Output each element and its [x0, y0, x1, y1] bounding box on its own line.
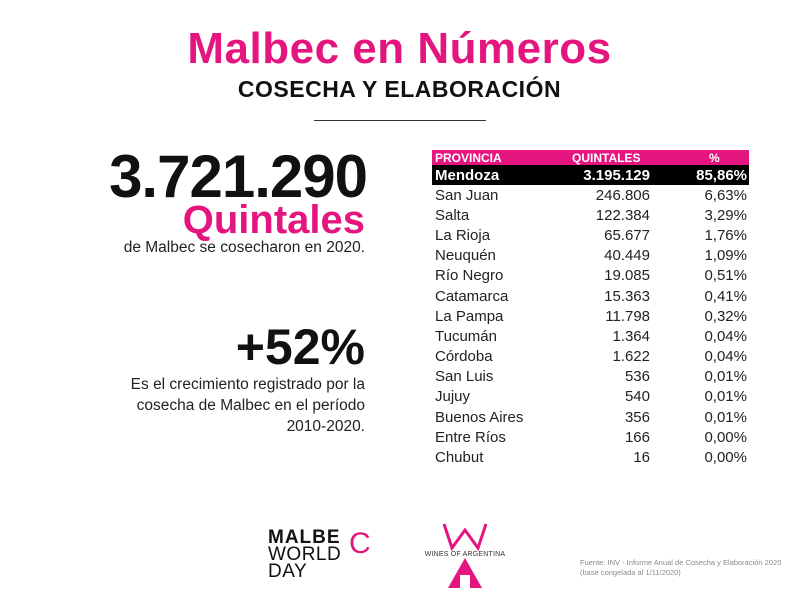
header-provincia: PROVINCIA	[435, 150, 502, 165]
cell-provincia: Salta	[435, 206, 470, 224]
malbec-world-day-logo: MALBE C WORLD DAY	[268, 527, 371, 583]
cell-provincia: Tucumán	[435, 327, 497, 345]
table-row: Mendoza 3.195.129 85,86%	[432, 165, 749, 185]
cell-percent: 1,76%	[704, 226, 747, 244]
page-subtitle: COSECHA Y ELABORACIÓN	[237, 76, 562, 102]
cell-quintales: 1.622	[612, 348, 650, 366]
cell-quintales: 11.798	[605, 307, 650, 325]
cell-percent: 0,51%	[704, 267, 747, 285]
cell-percent: 6,63%	[704, 186, 747, 204]
cell-quintales: 3.195.129	[583, 166, 650, 184]
cell-provincia: La Pampa	[435, 307, 504, 325]
woa-text: WINES OF ARGENTINA	[424, 551, 506, 558]
cell-quintales: 15.363	[604, 287, 650, 305]
harvest-description: de Malbec se cosecharon en 2020.	[123, 239, 365, 256]
cell-percent: 0,32%	[704, 307, 747, 325]
province-table: PROVINCIA QUINTALES % Mendoza 3.195.129 85…	[432, 150, 749, 468]
table-row: Río Negro 19.085 0,51%	[432, 266, 749, 286]
woa-emblem-icon	[442, 523, 488, 588]
harvest-unit: Quintales	[182, 198, 365, 242]
cell-percent: 3,29%	[704, 206, 747, 224]
cell-provincia: Buenos Aires	[435, 408, 524, 426]
cell-quintales: 536	[624, 368, 650, 386]
cell-percent: 0,04%	[704, 348, 747, 366]
wines-of-argentina-logo: WINES OF ARGENTINA	[420, 520, 510, 590]
table-row: Jujuy 540 0,01%	[432, 387, 749, 407]
title-divider	[314, 120, 486, 121]
table-body: Mendoza 3.195.129 85,86% San Juan 246.806 6,6…	[432, 165, 749, 468]
cell-provincia: Mendoza	[435, 166, 500, 184]
cell-quintales: 65.677	[604, 226, 650, 244]
cell-quintales: 166	[624, 428, 650, 446]
logo-malbec-c: C	[349, 527, 371, 560]
cell-provincia: Entre Ríos	[435, 428, 506, 446]
table-row: Entre Ríos 166 0,00%	[432, 427, 749, 447]
table-row: Catamarca 15.363 0,41%	[432, 286, 749, 306]
growth-value: +52%	[235, 319, 365, 375]
cell-quintales: 356	[624, 408, 650, 426]
table-row: Tucumán 1.364 0,04%	[432, 326, 749, 346]
table-header: PROVINCIA QUINTALES %	[432, 150, 749, 165]
header-quintales: QUINTALES	[572, 150, 641, 165]
cell-percent: 0,04%	[704, 327, 747, 345]
logo-malbec-line2: WORLD	[268, 544, 342, 565]
cell-percent: 1,09%	[704, 247, 747, 265]
page-title: Malbec en Números	[187, 24, 612, 73]
logo-malbec-line3: DAY	[268, 561, 308, 582]
cell-provincia: Catamarca	[435, 287, 509, 305]
cell-provincia: San Luis	[435, 368, 494, 386]
harvest-value: 3.721.290	[109, 143, 368, 210]
cell-percent: 0,01%	[704, 388, 747, 406]
cell-percent: 85,86%	[696, 166, 747, 184]
growth-description: Es el crecimiento registrado por la cose…	[130, 376, 365, 435]
header-percent: %	[709, 150, 720, 165]
cell-provincia: San Juan	[435, 186, 499, 204]
cell-provincia: Río Negro	[435, 267, 504, 285]
source-note: Fuente: INV - Informe Anual de Cosecha y…	[580, 558, 782, 577]
table-row: La Rioja 65.677 1,76%	[432, 225, 749, 245]
logo-malbec-line1: MALBE	[268, 527, 341, 548]
cell-quintales: 246.806	[595, 186, 650, 204]
table-row: Córdoba 1.622 0,04%	[432, 347, 749, 367]
cell-provincia: La Rioja	[435, 226, 491, 244]
cell-quintales: 540	[624, 388, 650, 406]
table-row: Neuquén 40.449 1,09%	[432, 246, 749, 266]
cell-percent: 0,01%	[704, 368, 747, 386]
table-row: San Luis 536 0,01%	[432, 367, 749, 387]
cell-quintales: 122.384	[595, 206, 650, 224]
cell-quintales: 40.449	[604, 247, 650, 265]
table-row: San Juan 246.806 6,63%	[432, 185, 749, 205]
cell-percent: 0,01%	[704, 408, 747, 426]
cell-quintales: 19.085	[604, 267, 650, 285]
cell-percent: 0,41%	[704, 287, 747, 305]
table-row: Salta 122.384 3,29%	[432, 205, 749, 225]
cell-quintales: 1.364	[612, 327, 650, 345]
cell-percent: 0,00%	[704, 428, 747, 446]
cell-provincia: Chubut	[435, 449, 484, 467]
table-row: Buenos Aires 356 0,01%	[432, 407, 749, 427]
cell-quintales: 16	[633, 449, 650, 467]
table-row: Chubut 16 0,00%	[432, 447, 749, 467]
table-row: La Pampa 11.798 0,32%	[432, 306, 749, 326]
cell-percent: 0,00%	[704, 449, 747, 467]
cell-provincia: Neuquén	[435, 247, 496, 265]
cell-provincia: Jujuy	[435, 388, 471, 406]
cell-provincia: Córdoba	[435, 348, 493, 366]
